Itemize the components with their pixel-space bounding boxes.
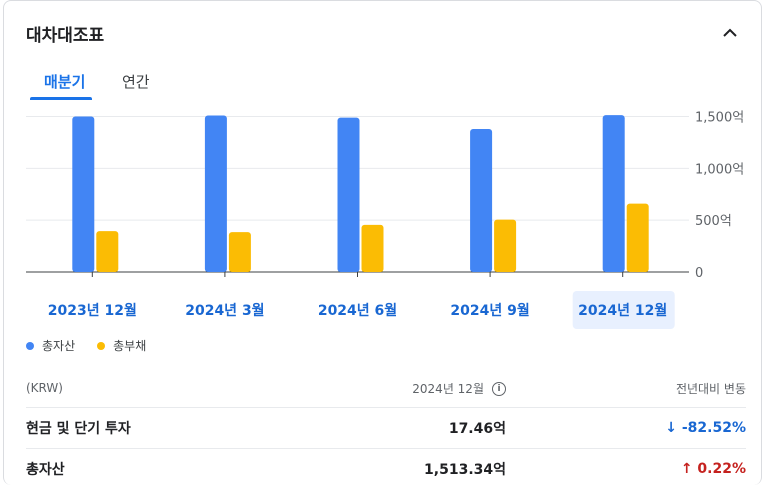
tab-annual[interactable]: 연간 (122, 73, 150, 91)
legend-dot-total-liabilities (97, 341, 106, 350)
y-tick-label: 0 (695, 266, 703, 281)
bar-total-assets (72, 116, 95, 272)
arrow-down-icon: ↓ (665, 420, 677, 436)
bar-total-assets (602, 115, 625, 272)
bar-total-liabilities (626, 203, 649, 272)
x-tick-label[interactable]: 2024년 9월 (450, 302, 529, 319)
bar-total-liabilities (361, 224, 384, 272)
y-tick-label: 1,500억 (695, 111, 744, 126)
legend-item-total-assets: 총자산 (26, 337, 75, 354)
legend-item-total-liabilities: 총부채 (97, 337, 146, 354)
bar-total-liabilities (228, 232, 251, 272)
arrow-up-icon: ↑ (680, 461, 693, 477)
bar-total-assets (204, 115, 227, 272)
selected-period-highlight (572, 291, 675, 329)
y-tick-label: 1,000억 (695, 162, 744, 177)
x-tick-label[interactable]: 2024년 12월 (578, 302, 667, 319)
table-header: (KRW) 2024년 12월 i 전년대비 변동 (26, 369, 746, 408)
x-tick-label[interactable]: 2024년 3월 (185, 302, 264, 319)
row-value: 17.46억 (448, 421, 506, 437)
info-icon[interactable]: i (492, 382, 506, 396)
row-change: ↓ -82.52% (506, 420, 746, 436)
legend-label-total-assets: 총자산 (42, 339, 76, 353)
row-change: ↑ 0.22% (506, 461, 746, 477)
header-unit: (KRW) (26, 381, 63, 395)
x-tick-label[interactable]: 2024년 6월 (318, 302, 397, 319)
balance-sheet-table: (KRW) 2024년 12월 i 전년대비 변동 현금 및 단기 투자 17.4… (26, 369, 746, 485)
row-value: 1,513.34억 (424, 462, 506, 478)
row-change-value: -82.52% (681, 420, 746, 436)
row-label: 총자산 (26, 462, 65, 478)
legend-dot-total-assets (26, 341, 34, 350)
bar-total-liabilities (96, 231, 119, 272)
bar-total-liabilities (494, 219, 517, 272)
row-label: 현금 및 단기 투자 (26, 421, 131, 437)
header-period-label: 2024년 12월 (412, 381, 484, 396)
table-row: 총자산 1,513.34억 ↑ 0.22% (26, 449, 746, 485)
chart-legend: 총자산 총부채 (26, 337, 146, 354)
tab-quarterly[interactable]: 매분기 (44, 73, 86, 91)
header-change: 전년대비 변동 (675, 381, 746, 396)
x-tick-label[interactable]: 2023년 12월 (48, 302, 137, 319)
row-change-value: 0.22% (697, 461, 746, 477)
bar-total-assets (470, 128, 493, 272)
y-tick-label: 500억 (695, 214, 732, 229)
balance-sheet-card: 대차대조표 매분기 연간 0 500억 1,000억 1,500억 2023년 12월 2… (3, 0, 762, 485)
balance-sheet-chart: 0 500억 1,000억 1,500억 2023년 12월 2024년 3월 2024년 … (26, 111, 744, 329)
table-row: 현금 및 단기 투자 17.46억 ↓ -82.52% (26, 408, 746, 449)
chevron-up-icon[interactable] (720, 23, 740, 43)
header-period: 2024년 12월 i (326, 380, 506, 397)
card-title: 대차대조표 (26, 26, 105, 46)
active-tab-indicator (30, 97, 92, 100)
bar-total-assets (337, 117, 360, 272)
legend-label-total-liabilities: 총부채 (113, 339, 147, 353)
